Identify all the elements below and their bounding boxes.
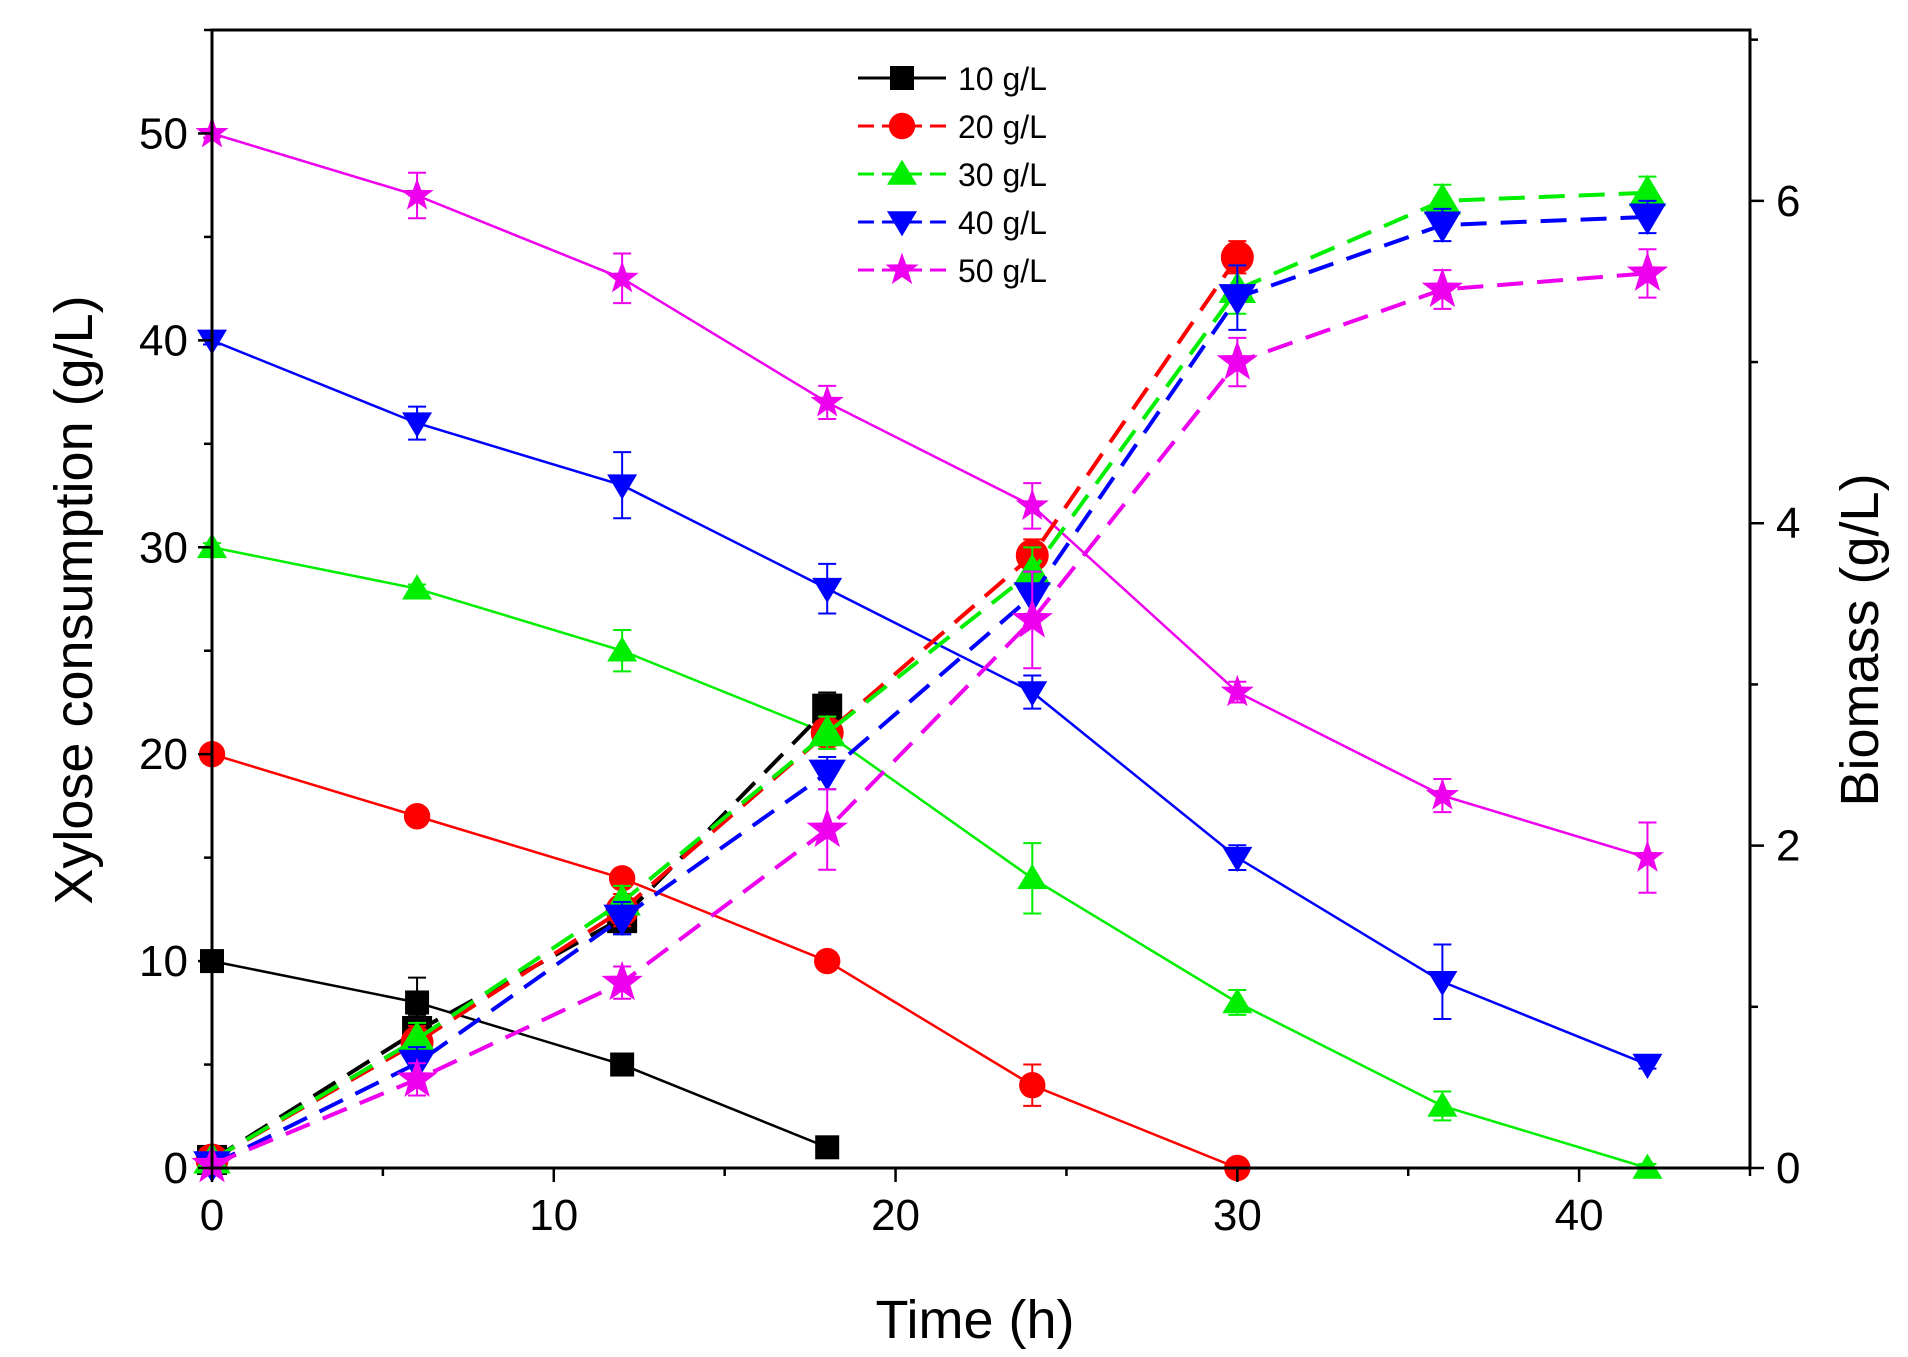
legend-item-2: 20 g/L — [858, 109, 1047, 145]
biomass-point — [603, 904, 641, 937]
x-tick-label: 20 — [871, 1191, 920, 1240]
x-tick-label: 30 — [1213, 1191, 1262, 1240]
y-left-tick-label: 40 — [139, 316, 188, 365]
xylose-point — [400, 178, 434, 210]
series-2-xylose — [198, 740, 1251, 1182]
xylose-point — [1017, 681, 1048, 707]
biomass-point — [1013, 553, 1052, 586]
y-right-tick-label: 6 — [1776, 177, 1800, 226]
legend-label: 30 g/L — [958, 157, 1047, 193]
xylose-line — [211, 959, 828, 1149]
legend-label: 20 g/L — [958, 109, 1047, 145]
xylose-point — [1632, 1053, 1663, 1079]
biomass-point — [1216, 340, 1259, 380]
xylose-point — [1630, 840, 1665, 872]
biomass-point — [1626, 251, 1669, 291]
y-left-tick-label: 20 — [139, 730, 188, 779]
xylose-point — [1427, 1091, 1458, 1117]
legend-label: 40 g/L — [958, 205, 1047, 241]
y-right-tick-label: 0 — [1776, 1144, 1800, 1193]
biomass-point — [1218, 284, 1257, 316]
legend-item-5: 50 g/L — [858, 252, 1047, 289]
biomass-point — [396, 1057, 438, 1097]
series-5-biomass — [191, 248, 1669, 1183]
xylose-point — [1015, 488, 1049, 520]
series-2-biomass — [195, 240, 1254, 1177]
series-5-xylose — [195, 116, 1665, 894]
xylose-point — [1222, 846, 1253, 873]
xylose-point — [1222, 988, 1253, 1014]
biomass-line — [210, 190, 1648, 1162]
y-axis-right-label: Biomass (g/L) — [1830, 473, 1890, 806]
x-axis-label: Time (h) — [876, 1290, 1075, 1350]
xylose-point — [605, 260, 639, 293]
xylose-point — [402, 574, 433, 600]
xylose-line — [211, 546, 1648, 1170]
y-left-tick-label: 0 — [164, 1144, 188, 1193]
legend-item-4: 40 g/L — [858, 205, 1047, 241]
xylose-point — [1425, 778, 1459, 810]
xylose-point — [1019, 1072, 1046, 1099]
legend-marker — [885, 252, 919, 285]
y-right-tick-label: 4 — [1776, 499, 1800, 548]
series-4-xylose — [197, 329, 1663, 1079]
biomass-point — [1421, 267, 1464, 308]
xylose-point — [607, 474, 638, 500]
biomass-point — [1628, 174, 1667, 207]
xylose-point — [1427, 970, 1458, 997]
biomass-line — [210, 707, 829, 1162]
biomass-point — [398, 1021, 436, 1053]
legend-label: 50 g/L — [958, 253, 1047, 289]
biomass-point — [806, 807, 848, 848]
xylose-point — [405, 990, 430, 1015]
xylose-point — [810, 385, 844, 417]
xylose-point — [815, 1135, 840, 1160]
xylose-line — [211, 339, 1648, 1066]
xylose-line — [211, 132, 1648, 859]
biomass-point — [1423, 182, 1462, 215]
xylose-point — [1017, 863, 1048, 890]
xylose-point — [814, 947, 841, 975]
y-left-tick-label: 30 — [139, 523, 188, 572]
plot-frame — [210, 28, 1752, 1170]
x-tick-label: 10 — [529, 1191, 578, 1240]
y-right-tick-label: 2 — [1776, 822, 1800, 871]
xylose-point — [610, 1052, 635, 1077]
xylose-point — [1220, 674, 1254, 707]
x-tick-label: 40 — [1555, 1191, 1604, 1240]
legend-marker — [888, 112, 916, 140]
xylose-point — [1632, 1153, 1663, 1179]
x-tick-label: 0 — [200, 1191, 224, 1240]
biomass-point — [808, 714, 846, 747]
y-left-tick-label: 50 — [139, 109, 188, 158]
biomass-point — [1628, 203, 1667, 235]
biomass-point — [601, 960, 643, 1001]
biomass-point — [1011, 598, 1053, 638]
legend-label: 10 g/L — [958, 61, 1047, 97]
xylose-line — [211, 752, 1238, 1170]
biomass-line — [211, 271, 1648, 1167]
biomass-line — [211, 256, 1239, 1162]
y-axis-left-label: Xylose consumption (g/L) — [44, 295, 104, 904]
series-1-biomass — [197, 691, 843, 1175]
biomass-line — [211, 214, 1648, 1167]
xylose-point — [403, 803, 431, 830]
xylose-point — [402, 412, 433, 438]
legend-marker — [887, 159, 917, 185]
biomass-point — [808, 759, 846, 792]
legend-marker — [887, 211, 917, 237]
legend-marker — [890, 66, 914, 90]
xylose-point — [812, 577, 843, 604]
biomass-point — [1423, 211, 1462, 244]
legend-item-3: 30 g/L — [858, 157, 1047, 193]
xylose-point — [607, 636, 638, 662]
legend-item-1: 10 g/L — [858, 61, 1047, 97]
y-left-tick-label: 10 — [139, 937, 188, 986]
